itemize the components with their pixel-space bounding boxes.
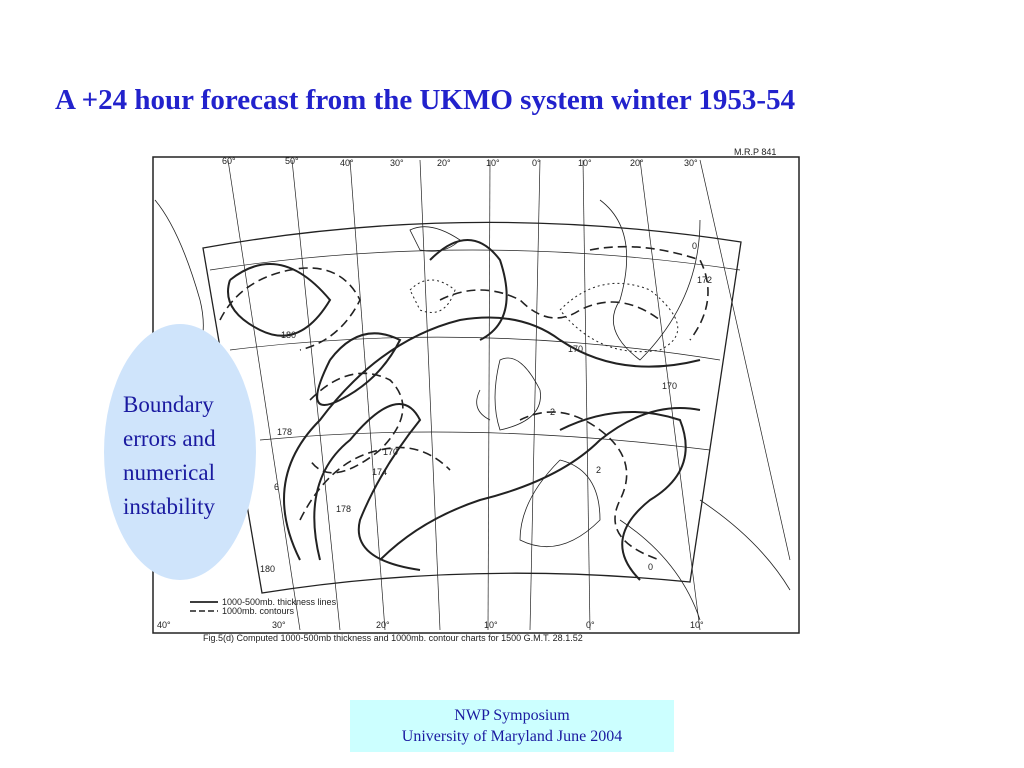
callout-line: errors and xyxy=(123,426,216,451)
contour-label: 170 xyxy=(383,447,398,457)
contour-label: 0 xyxy=(692,241,697,251)
bottom-longitudes: 40° 30° 20° 10° 0° 10° xyxy=(157,620,704,630)
map-caption: Fig.5(d) Computed 1000-500mb thickness a… xyxy=(203,633,583,643)
contour-label: 2 xyxy=(596,465,601,475)
footer-line: University of Maryland June 2004 xyxy=(401,728,623,745)
contour-label: 172 xyxy=(697,275,712,285)
longitude-label: 40° xyxy=(340,158,354,168)
longitude-label: 10° xyxy=(486,158,500,168)
contour-labels: 180 178 170 174 178 6 2 170 170 172 0 0 … xyxy=(260,241,712,574)
contour-label: 6 xyxy=(274,482,279,492)
callout-line: numerical xyxy=(123,460,215,485)
longitude-label: 10° xyxy=(578,158,592,168)
thickness-lines xyxy=(227,239,701,581)
longitude-label: 20° xyxy=(630,158,644,168)
longitude-label: 30° xyxy=(272,620,286,630)
contour-label: 180 xyxy=(260,564,275,574)
contour-label: 0 xyxy=(648,562,653,572)
longitude-label: 40° xyxy=(157,620,171,630)
grid-boundary xyxy=(202,221,742,594)
contour-label: 170 xyxy=(662,381,677,391)
graticule xyxy=(209,159,791,631)
legend-label: 1000mb. contours xyxy=(222,606,295,616)
contour-label: 174 xyxy=(372,467,387,477)
footer: NWP Symposium University of Maryland Jun… xyxy=(350,700,674,752)
top-longitudes: 60° 50° 40° 30° 20° 10° 0° 10° 20° 30° xyxy=(222,156,698,168)
contour-label: 180 xyxy=(281,330,296,340)
longitude-label: 20° xyxy=(376,620,390,630)
longitude-label: 10° xyxy=(690,620,704,630)
footer-line: NWP Symposium xyxy=(454,707,570,724)
longitude-label: 0° xyxy=(532,158,541,168)
contour-label: 178 xyxy=(277,427,292,437)
dotted-contours xyxy=(409,279,679,353)
longitude-label: 50° xyxy=(285,156,299,166)
map: M.R.P 841 60° 50° 40° 30° 20° 10° 0° 10°… xyxy=(152,147,800,643)
longitude-label: 10° xyxy=(484,620,498,630)
callout-ellipse xyxy=(104,324,256,580)
contour-label: 170 xyxy=(568,344,583,354)
longitude-label: 60° xyxy=(222,156,236,166)
contour-label: 178 xyxy=(336,504,351,514)
longitude-label: 30° xyxy=(684,158,698,168)
map-frame xyxy=(152,156,800,634)
longitude-label: 0° xyxy=(586,620,595,630)
legend-label: 1000-500mb. thickness lines xyxy=(222,597,337,607)
contours xyxy=(219,245,709,561)
slide-title: A +24 hour forecast from the UKMO system… xyxy=(55,84,796,116)
longitude-label: 20° xyxy=(437,158,451,168)
map-reference: M.R.P 841 xyxy=(734,147,776,157)
longitude-label: 30° xyxy=(390,158,404,168)
callout-line: instability xyxy=(123,494,216,519)
callout-line: Boundary xyxy=(123,392,214,417)
contour-label: 2 xyxy=(550,407,555,417)
callout: Boundary errors and numerical instabilit… xyxy=(123,392,216,519)
